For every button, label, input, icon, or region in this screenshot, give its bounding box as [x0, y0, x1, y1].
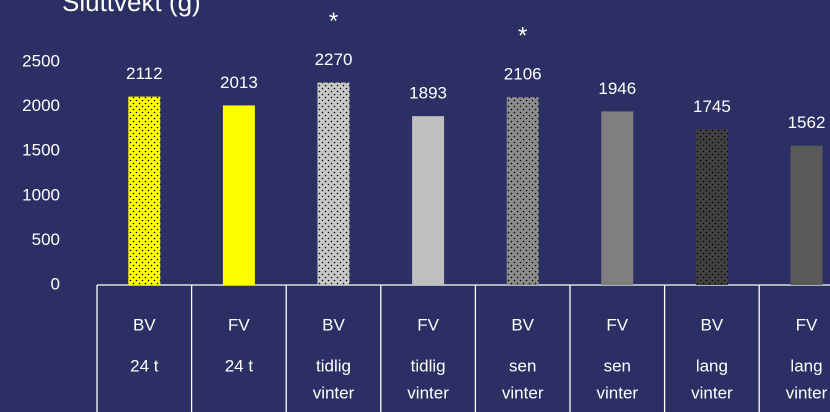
- significance-marker: *: [329, 8, 338, 35]
- x-tick-label: vinter: [502, 383, 544, 402]
- value-label: 1562: [788, 113, 826, 132]
- y-tick-label: 1000: [22, 185, 60, 204]
- y-tick-label: 0: [51, 274, 60, 293]
- x-tick-label: lang: [790, 356, 822, 375]
- x-tick-label: BV: [322, 315, 345, 334]
- bar: [506, 97, 539, 285]
- value-label: 2270: [315, 50, 353, 69]
- x-tick-label: FV: [417, 315, 439, 334]
- x-tick-label: 24 t: [130, 356, 159, 375]
- value-label: 1893: [409, 84, 447, 103]
- significance-marker: *: [518, 22, 527, 49]
- value-label: 1745: [693, 97, 731, 116]
- y-tick-label: 500: [32, 230, 60, 249]
- x-tick-label: BV: [701, 315, 724, 334]
- bar: [790, 145, 823, 285]
- bar: [128, 96, 161, 286]
- y-tick-label: 2500: [22, 51, 60, 70]
- value-label: 2013: [220, 73, 258, 92]
- x-tick-label: sen: [604, 356, 631, 375]
- value-label: 1946: [598, 79, 636, 98]
- x-tick-label: sen: [509, 356, 536, 375]
- x-tick-label: BV: [133, 315, 156, 334]
- value-label: 2106: [504, 65, 542, 84]
- value-label: 2112: [126, 64, 163, 83]
- x-tick-label: BV: [511, 315, 534, 334]
- x-tick-label: vinter: [786, 383, 828, 402]
- x-tick-label: FV: [228, 315, 250, 334]
- x-tick-label: vinter: [407, 383, 449, 402]
- x-tick-label: vinter: [313, 383, 355, 402]
- x-tick-label: lang: [696, 356, 728, 375]
- x-tick-label: vinter: [691, 383, 733, 402]
- x-tick-label: tidlig: [316, 356, 351, 375]
- bar: [601, 111, 634, 285]
- bar: [317, 82, 350, 286]
- x-tick-label: FV: [606, 315, 628, 334]
- x-tick-label: FV: [796, 315, 818, 334]
- x-tick-label: vinter: [597, 383, 639, 402]
- x-tick-label: tidlig: [411, 356, 446, 375]
- bar: [222, 105, 255, 285]
- bar: [695, 129, 728, 285]
- bar: [412, 116, 445, 285]
- y-tick-label: 1500: [22, 141, 60, 160]
- y-tick-label: 2000: [22, 96, 60, 115]
- x-tick-label: 24 t: [225, 356, 254, 375]
- chart-title: Sluttvekt (g): [62, 0, 201, 17]
